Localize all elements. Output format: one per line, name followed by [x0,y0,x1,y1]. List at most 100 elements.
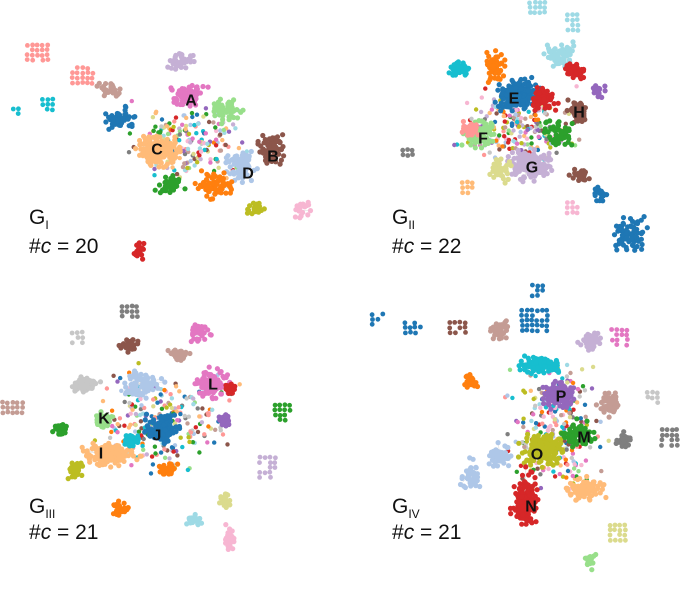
network-node [133,429,138,434]
network-node [122,423,127,428]
network-node [555,100,561,106]
network-node [518,157,524,163]
network-node [494,68,500,74]
network-node [138,419,144,424]
network-node [287,407,293,413]
network-node [69,330,75,336]
network-node [204,193,210,199]
network-node [565,12,570,18]
network-node [10,405,16,410]
network-node [80,70,86,76]
network-node [74,65,80,70]
network-node [542,9,547,15]
network-node [187,439,192,445]
network-node [135,338,141,344]
network-node [578,107,584,114]
network-node [644,225,650,231]
network-node [133,370,139,376]
network-node [570,17,575,23]
network-node [491,131,497,137]
network-node [150,374,156,380]
network-node [499,91,505,97]
network-node [150,387,156,393]
network-node [575,28,581,33]
network-node [220,432,226,437]
network-node [134,457,140,463]
network-node [633,234,639,240]
network-node [141,240,147,247]
network-node [110,85,116,91]
network-node [122,391,129,397]
network-node [498,167,504,173]
network-node [74,75,80,81]
network-node [184,115,189,121]
network-node [197,450,202,455]
network-node [532,10,537,16]
network-node [168,85,174,91]
network-node [153,146,159,152]
network-node [633,220,639,226]
network-node [570,12,575,17]
network-node [206,119,212,125]
network-node [524,167,530,173]
network-node [574,116,580,122]
network-node [170,173,176,179]
network-node [262,470,268,476]
network-node [405,153,411,158]
network-node [569,120,575,127]
network-node [177,138,182,143]
network-node [148,419,154,425]
network-node [189,96,195,102]
network-node [124,337,130,343]
network-node [228,533,235,539]
network-node [531,178,537,184]
network-node [491,161,497,167]
network-node [277,402,283,408]
network-node [5,405,10,411]
network-node [518,86,524,92]
network-node [577,137,582,142]
network-node [208,332,214,338]
network-node [4,400,10,406]
network-node [452,69,458,75]
network-node [522,133,527,139]
network-node [174,409,179,414]
network-node [580,68,587,74]
network-node [213,125,218,130]
network-node [165,64,171,70]
network-node [277,407,283,413]
network-node [113,502,119,508]
network-node [106,447,112,453]
network-node [216,187,222,193]
network-node [460,185,465,191]
network-node [162,179,168,186]
network-node [188,158,193,164]
network-node [137,137,143,144]
network-node [247,203,253,209]
network-node [96,462,102,468]
network-node [602,88,608,94]
network-node [114,507,120,513]
network-node [542,111,548,116]
network-node [203,106,209,111]
network-node [173,115,179,120]
network-node [560,49,566,55]
network-node [555,123,562,129]
network-node [185,421,190,426]
network-node [75,335,81,340]
network-node [131,251,137,257]
network-node [634,243,640,250]
network-node [10,400,16,405]
network-node [145,145,151,151]
network-node [218,391,224,397]
network-node [119,309,125,314]
network-node [520,101,526,108]
network-node [544,88,550,94]
network-node [168,392,173,397]
network-node [122,399,127,405]
network-node [134,309,140,314]
network-node [273,152,279,158]
network-node [638,217,644,223]
network-node [20,405,25,410]
network-node [476,139,483,145]
